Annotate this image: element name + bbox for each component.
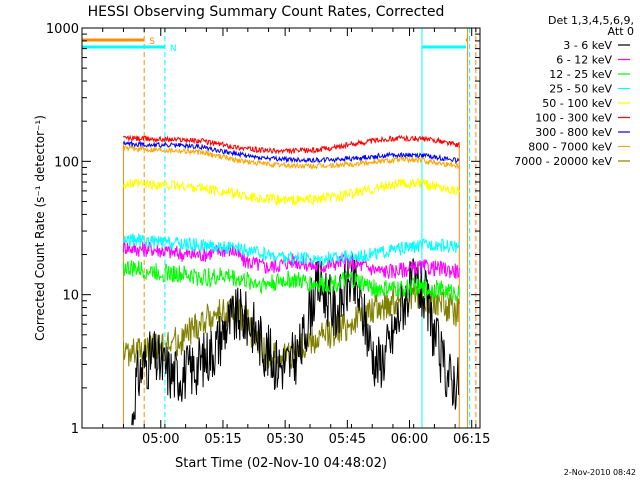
legend-label-3: 25 - 50 keV <box>549 83 612 96</box>
series-line-7 <box>123 144 460 170</box>
x-tick-label-1: 05:15 <box>204 432 241 447</box>
series-line-5 <box>123 134 460 155</box>
x-axis-label: Start Time (02-Nov-10 04:48:02) <box>175 456 387 471</box>
legend: Det 1,3,4,5,6,9,Att 03 - 6 keV 6 - 12 keV… <box>514 14 634 168</box>
timestamp: 2-Nov-2010 08:42 <box>564 468 636 477</box>
x-tick-label-0: 05:00 <box>142 432 179 447</box>
state-label-s: S <box>149 37 155 47</box>
legend-label-0: 3 - 6 keV <box>563 39 612 52</box>
legend-label-2: 12 - 25 keV <box>549 68 612 81</box>
series-line-3 <box>123 232 460 266</box>
legend-label-1: 6 - 12 keV <box>556 54 612 67</box>
plot-area: SN <box>82 28 477 428</box>
legend-label-8: 7000 - 20000 keV <box>514 155 612 168</box>
y-tick-label-1: 10 <box>62 289 79 304</box>
series-line-2 <box>123 260 460 302</box>
x-tick-label-2: 05:30 <box>266 432 303 447</box>
series-line-6 <box>123 139 460 165</box>
x-tick-label-3: 05:45 <box>329 432 366 447</box>
series-line-4 <box>123 177 460 207</box>
legend-header-1: Att 0 <box>608 25 634 38</box>
y-tick-label-3: 1000 <box>46 22 79 37</box>
chart-title: HESSI Observing Summary Count Rates, Cor… <box>88 4 445 20</box>
y-tick-label-0: 1 <box>71 422 79 437</box>
legend-label-6: 300 - 800 keV <box>535 126 612 139</box>
y-axis-label: Corrected Count Rate (s⁻¹ detector⁻¹) <box>33 115 47 341</box>
x-tick-label-5: 06:15 <box>453 432 490 447</box>
axes: 1 10 100 1000 05:00 05:15 05:30 05:45 06:00 06:15 <box>46 22 491 447</box>
legend-header-0: Det 1,3,4,5,6,9, <box>548 14 634 27</box>
legend-label-5: 100 - 300 keV <box>535 112 612 125</box>
legend-label-7: 800 - 7000 keV <box>528 141 612 154</box>
state-label-n: N <box>170 44 177 54</box>
x-tick-label-4: 06:00 <box>391 432 428 447</box>
y-tick-label-2: 100 <box>54 155 79 170</box>
plot-frame <box>81 27 481 429</box>
series-line-0 <box>131 253 460 426</box>
legend-label-4: 50 - 100 keV <box>542 97 612 110</box>
